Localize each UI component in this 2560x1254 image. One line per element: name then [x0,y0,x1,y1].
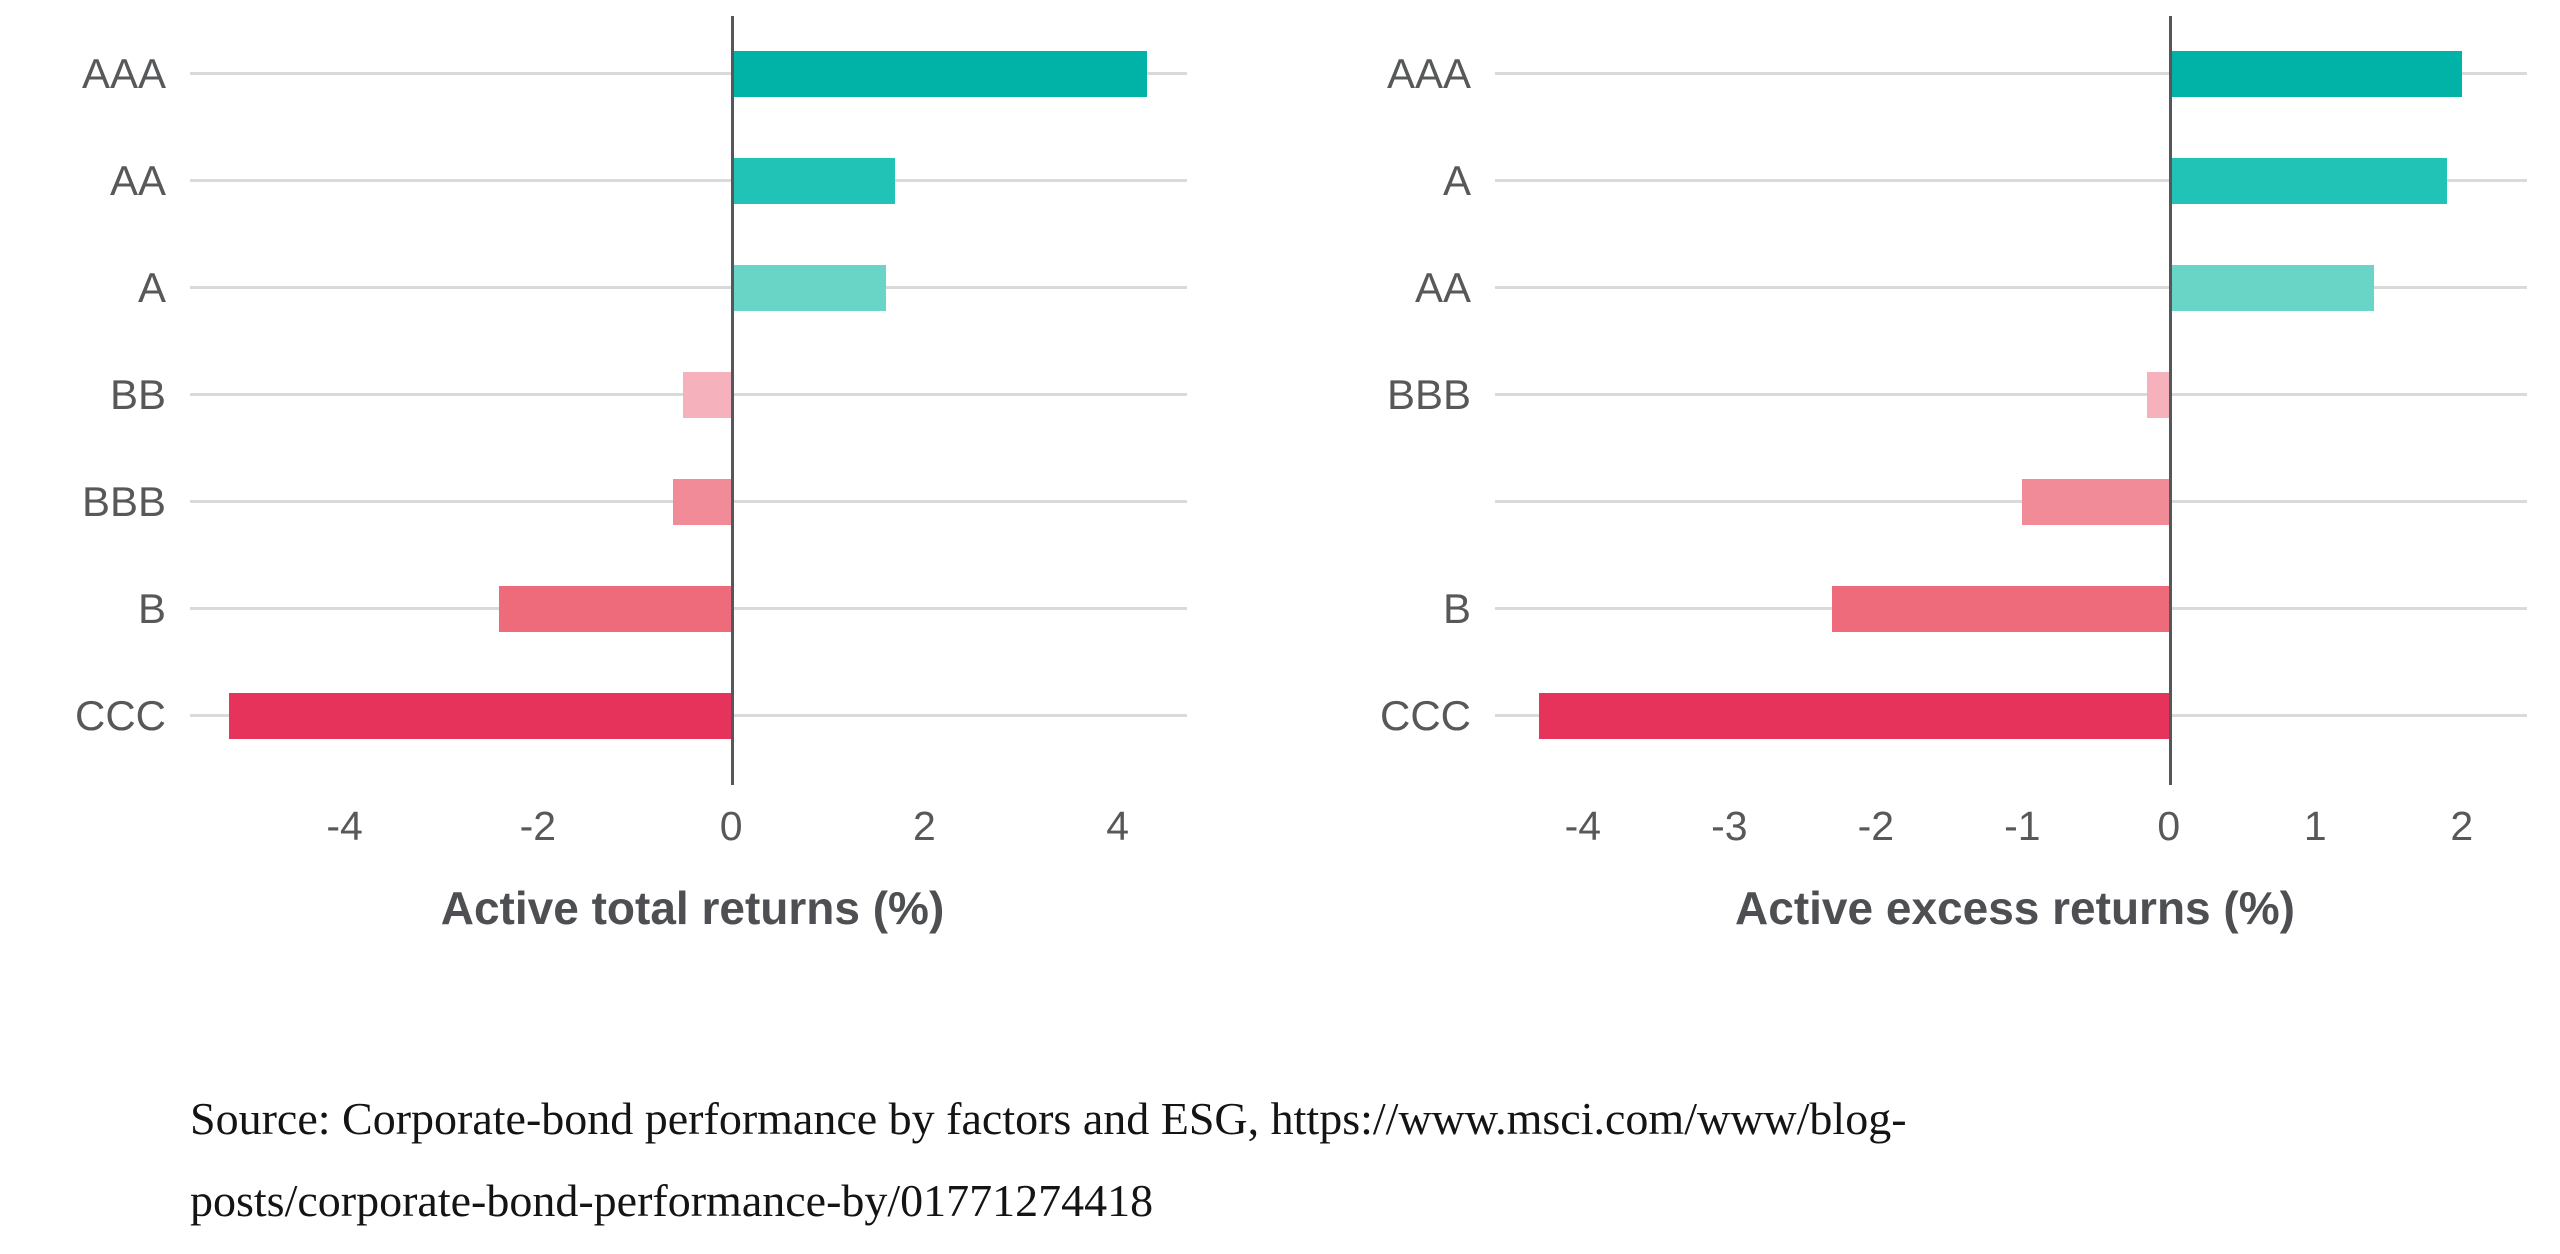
category-label: AAA [1386,49,1471,97]
bar-track [190,127,1195,234]
bar-track [1495,234,2535,341]
bar-track [190,555,1195,662]
chart-row: AAA [1310,20,2535,127]
chart-row: CCC [45,662,1195,769]
bar-CCC [1538,692,2169,739]
row-gridline [1495,499,2527,503]
row-gridline [190,71,1187,75]
axis-tick-label: 0 [2157,803,2181,849]
bar-track [1495,20,2535,127]
row-gridline [190,178,1187,182]
bar-AA [731,157,896,204]
bar-B [499,585,732,632]
bar-AA [2168,264,2374,311]
axis-tick-label: -3 [1711,803,1748,849]
row-gridline [1495,285,2527,289]
chart-row [1310,448,2535,555]
bar-CCC [228,692,732,739]
axis-tick-label: -2 [1857,803,1895,849]
category-label: AAA [81,49,166,97]
category-label: BB [109,370,166,418]
bar-track [190,20,1195,127]
source-citation: Source: Corporate-bond performance by fa… [190,1078,1907,1242]
chart-row: AA [45,127,1195,234]
bar-track [190,662,1195,769]
chart-row: B [45,555,1195,662]
bar-track [190,341,1195,448]
axis-tick-label: 1 [2303,803,2327,849]
chart-row: AAA [45,20,1195,127]
category-label: AA [1414,263,1471,311]
chart-row: A [45,234,1195,341]
bar-AAA [2168,50,2462,97]
axis-tick-label: -4 [1564,803,1602,849]
chart-active-total-returns: AAA AA A BB BBB B CCC -4 -2 0 2 4 Active total ret… [45,16,1195,935]
axis-tick-label: -4 [326,803,363,849]
zero-axis-line [731,16,735,785]
category-label: BBB [1386,370,1471,418]
category-label: B [137,584,166,632]
x-axis-title: Active excess returns (%) [1735,882,2295,934]
chart-active-excess-returns: AAA A AA BBB B CCC -4 -3 -2 -1 0 1 2 Active excess … [1310,16,2535,935]
axis-tick-label: -2 [519,803,557,849]
chart-rows: AAA A AA BBB B CCC [1310,16,2535,785]
axis-tick-label: 0 [719,803,743,849]
row-gridline [190,285,1187,289]
category-label: A [1442,156,1471,204]
category-label: BBB [81,477,166,525]
category-label: A [137,263,166,311]
axis-tick-label: -1 [2004,803,2041,849]
zero-axis-line [2168,16,2172,785]
bar-track [190,234,1195,341]
row-gridline [1495,392,2527,396]
category-label: CCC [1380,691,1471,739]
bar-track [1495,555,2535,662]
chart-row: AA [1310,234,2535,341]
chart-rows: AAA AA A BB BBB B CCC [45,16,1195,785]
bar-unlabeled [2022,478,2169,525]
bar-track [1495,662,2535,769]
chart-row: BB [45,341,1195,448]
x-axis-ticks: -4 -3 -2 -1 0 1 2 [1495,803,2535,853]
chart-row: BBB [1310,341,2535,448]
bar-track [1495,127,2535,234]
chart-row: A [1310,127,2535,234]
x-axis-title: Active total returns (%) [440,882,945,934]
axis-tick-label: 2 [2450,803,2474,849]
axis-tick-label: 2 [913,803,936,849]
chart-row: BBB [45,448,1195,555]
category-label: CCC [75,691,166,739]
bar-BBB [673,478,732,525]
source-citation-line-2: posts/corporate-bond-performance-by/0177… [190,1175,1154,1226]
bar-A [731,264,886,311]
category-label: AA [109,156,166,204]
chart-row: CCC [1310,662,2535,769]
bar-BB [682,371,732,418]
row-gridline [1495,71,2527,75]
row-gridline [1495,178,2527,182]
category-label: B [1442,584,1471,632]
x-axis-ticks: -4 -2 0 2 4 [190,803,1195,853]
bar-AAA [731,50,1147,97]
bar-track [1495,448,2535,555]
chart-row: B [1310,555,2535,662]
bar-BBB [2146,371,2169,418]
bar-track [190,448,1195,555]
bar-track [1495,341,2535,448]
bar-A [2168,157,2448,204]
axis-tick-label: 4 [1106,803,1130,849]
source-citation-line-1: Source: Corporate-bond performance by fa… [190,1093,1907,1144]
bar-B [1831,585,2169,632]
